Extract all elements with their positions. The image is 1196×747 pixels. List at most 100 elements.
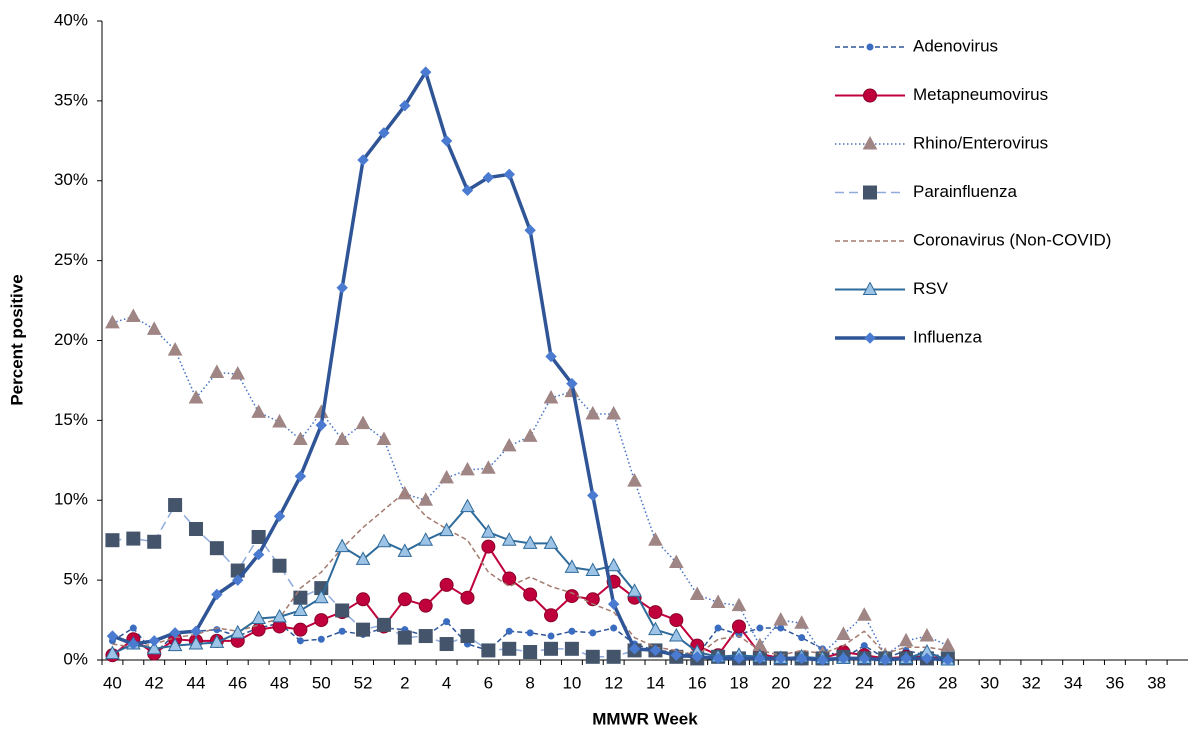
- marker: [879, 654, 891, 666]
- x-tick-label: 18: [730, 673, 749, 692]
- marker: [418, 492, 434, 506]
- marker: [607, 598, 620, 610]
- marker: [272, 608, 287, 623]
- marker: [669, 613, 684, 628]
- marker: [712, 652, 724, 665]
- y-tick-label: 35%: [54, 90, 88, 109]
- marker: [856, 607, 872, 621]
- marker: [105, 645, 120, 660]
- x-tick-label: 16: [688, 673, 707, 692]
- legend-label: Metapneumovirus: [913, 85, 1048, 104]
- marker: [334, 431, 350, 446]
- marker: [585, 592, 600, 607]
- marker: [167, 637, 183, 652]
- y-tick-label: 5%: [63, 570, 88, 589]
- marker: [775, 652, 787, 665]
- legend-label: RSV: [913, 279, 949, 298]
- marker: [397, 630, 412, 645]
- marker: [547, 632, 555, 640]
- marker: [501, 532, 517, 546]
- x-tick-label: 28: [938, 673, 957, 692]
- marker: [399, 99, 411, 112]
- marker: [794, 615, 809, 629]
- marker: [543, 389, 559, 404]
- marker: [589, 629, 597, 637]
- x-tick-label: 20: [771, 673, 790, 692]
- y-tick-label: 30%: [54, 170, 88, 189]
- marker: [522, 428, 538, 442]
- marker: [606, 557, 622, 572]
- marker: [866, 43, 874, 51]
- marker: [816, 654, 829, 666]
- marker: [837, 652, 850, 665]
- marker: [397, 592, 412, 607]
- series: [106, 66, 954, 666]
- marker: [313, 589, 329, 604]
- marker: [273, 510, 286, 522]
- marker: [440, 135, 453, 147]
- x-tick-label: 22: [813, 673, 832, 692]
- marker: [544, 641, 559, 656]
- x-tick-label: 8: [525, 673, 534, 692]
- marker: [252, 548, 265, 561]
- x-tick-label: 30: [980, 673, 999, 692]
- marker: [315, 419, 327, 431]
- marker: [251, 622, 266, 637]
- marker: [314, 613, 329, 628]
- marker: [251, 404, 266, 418]
- marker: [460, 629, 475, 644]
- marker: [919, 627, 935, 642]
- marker: [188, 389, 204, 404]
- series: [105, 308, 956, 661]
- x-tick-label: 4: [442, 673, 451, 692]
- marker: [773, 612, 789, 626]
- x-tick-label: 38: [1147, 673, 1166, 692]
- marker: [585, 405, 601, 420]
- marker: [338, 627, 346, 635]
- marker: [439, 577, 454, 592]
- marker: [148, 635, 160, 647]
- x-tick-label: 36: [1105, 673, 1124, 692]
- marker: [418, 532, 434, 546]
- marker: [585, 562, 601, 577]
- marker: [524, 224, 536, 236]
- marker: [461, 184, 474, 197]
- marker: [443, 618, 451, 626]
- marker: [106, 630, 119, 642]
- y-tick-label: 0%: [63, 649, 88, 668]
- marker: [523, 587, 538, 602]
- marker: [864, 332, 876, 344]
- marker: [356, 622, 371, 637]
- marker: [460, 498, 475, 513]
- y-tick-label: 25%: [54, 250, 88, 269]
- marker: [272, 558, 287, 573]
- marker: [795, 652, 808, 665]
- marker: [356, 592, 371, 607]
- marker: [523, 645, 538, 660]
- marker: [863, 185, 877, 200]
- x-tick-label: 50: [312, 673, 331, 692]
- marker: [357, 154, 369, 166]
- marker: [127, 638, 140, 650]
- marker: [378, 127, 390, 139]
- marker: [863, 88, 877, 103]
- marker: [627, 473, 642, 487]
- marker: [272, 413, 287, 428]
- marker: [543, 535, 559, 549]
- marker: [502, 571, 517, 586]
- marker: [627, 583, 642, 597]
- marker: [777, 624, 785, 632]
- marker: [125, 308, 141, 323]
- marker: [293, 622, 308, 637]
- marker: [836, 626, 851, 640]
- marker: [439, 469, 454, 484]
- marker: [376, 431, 392, 446]
- marker: [168, 498, 183, 513]
- marker: [293, 431, 308, 446]
- x-tick-label: 26: [897, 673, 916, 692]
- marker: [317, 635, 325, 643]
- marker: [188, 522, 203, 537]
- x-tick-label: 32: [1022, 673, 1041, 692]
- marker: [691, 651, 703, 663]
